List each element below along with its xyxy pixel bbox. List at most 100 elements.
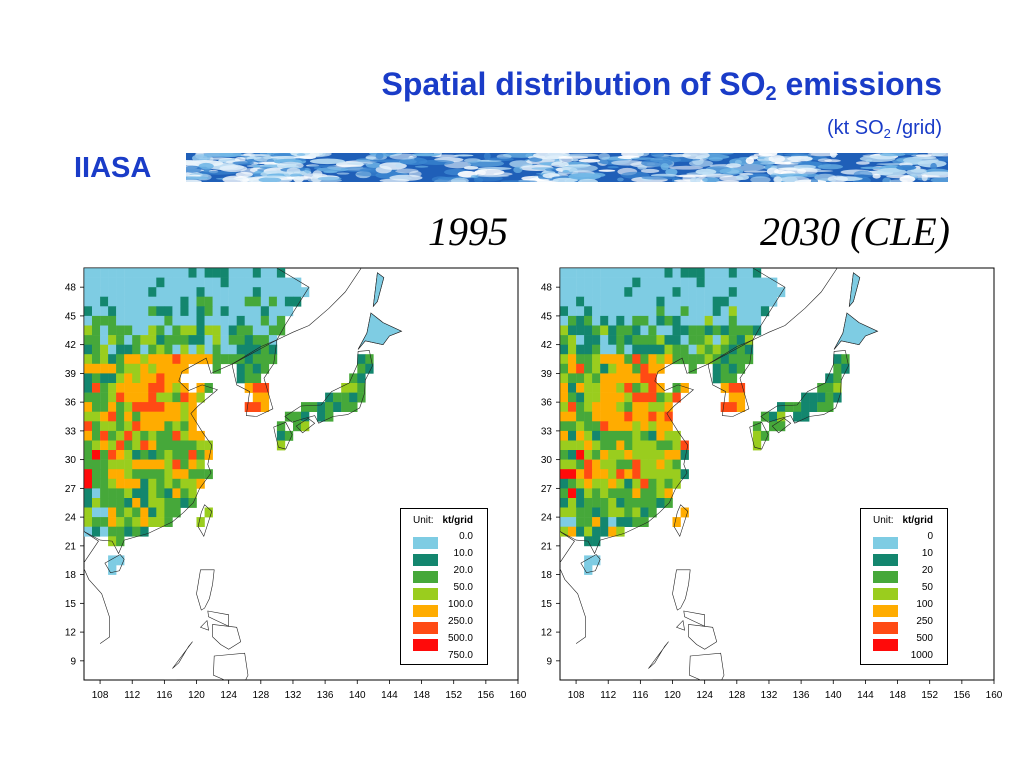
grid-cell — [180, 277, 189, 288]
grid-cell — [576, 383, 585, 393]
grid-cell — [760, 277, 770, 288]
grid-cell — [592, 325, 601, 336]
grid-cell — [560, 498, 569, 508]
grid-cell — [148, 373, 157, 384]
grid-cell — [140, 306, 149, 317]
grid-cell — [664, 440, 673, 451]
grid-cell — [664, 325, 673, 336]
grid-cell — [252, 392, 262, 403]
grid-cell — [260, 392, 270, 403]
grid-cell — [108, 498, 117, 508]
grid-cell — [212, 287, 221, 298]
grid-cell — [172, 430, 181, 441]
grid-cell — [196, 296, 205, 307]
grid-cell — [600, 450, 609, 460]
grid-cell — [648, 268, 657, 278]
grid-cell — [576, 363, 585, 374]
grid-cell — [164, 335, 173, 345]
grid-cell — [244, 306, 253, 317]
grid-cell — [576, 430, 585, 441]
grid-cell — [608, 440, 617, 451]
grid-cell — [140, 392, 149, 403]
grid-cell — [252, 268, 262, 278]
grid-cell — [584, 296, 593, 307]
grid-cell — [84, 325, 93, 336]
grid-cell — [584, 354, 593, 365]
grid-cell — [92, 373, 101, 384]
grid-cell — [325, 402, 334, 412]
grid-cell — [212, 363, 221, 374]
grid-cell — [357, 392, 366, 403]
grid-cell — [116, 555, 125, 566]
grid-cell — [92, 402, 101, 412]
banner-texture — [186, 153, 948, 182]
legend-1995: Unit: kt/grid 0.0 10.0 20.0 50.0 100.0 250.0 5… — [400, 508, 488, 665]
grid-cell — [212, 335, 221, 345]
grid-cell — [656, 325, 665, 336]
coastline — [104, 554, 125, 574]
grid-cell — [656, 430, 665, 441]
grid-cell — [648, 430, 657, 441]
grid-cell — [640, 517, 649, 527]
grid-cell — [188, 450, 197, 460]
grid-cell — [584, 373, 593, 384]
grid-cell — [592, 478, 601, 489]
grid-cell — [608, 296, 617, 307]
grid-cell — [140, 402, 149, 412]
grid-cell — [365, 363, 374, 374]
grid-cell — [833, 373, 842, 384]
grid-cell — [148, 450, 157, 460]
grid-cell — [688, 296, 697, 307]
grid-cell — [84, 430, 93, 441]
grid-cell — [600, 268, 609, 278]
grid-cell — [616, 430, 625, 441]
grid-cell — [592, 306, 601, 317]
grid-cell — [100, 411, 109, 422]
x-tick-label: 132 — [285, 690, 302, 701]
grid-cell — [624, 507, 633, 518]
grid-cell — [648, 507, 657, 518]
grid-cell — [260, 402, 270, 412]
grid-cell — [760, 296, 770, 307]
grid-cell — [656, 488, 665, 499]
grid-cell — [576, 488, 585, 499]
grid-cell — [560, 526, 569, 537]
grid-cell — [116, 402, 125, 412]
grid-cell — [672, 287, 681, 298]
grid-cell — [616, 354, 625, 365]
grid-cell — [560, 287, 569, 298]
emission-grid-cells — [84, 268, 374, 575]
grid-cell — [760, 430, 770, 441]
grid-cell — [172, 440, 181, 451]
grid-cell — [632, 287, 641, 298]
grid-cell — [301, 411, 310, 422]
grid-cell — [560, 354, 569, 365]
grid-cell — [252, 306, 262, 317]
grid-cell — [132, 373, 141, 384]
grid-cell — [608, 507, 617, 518]
grid-cell — [228, 287, 237, 298]
grid-cell — [132, 421, 141, 432]
grid-cell — [584, 287, 593, 298]
grid-cell — [696, 277, 705, 288]
grid-cell — [172, 373, 181, 384]
grid-cell — [164, 373, 173, 384]
grid-cell — [180, 498, 189, 508]
grid-cell — [560, 430, 569, 441]
grid-cell — [260, 325, 270, 336]
grid-cell — [640, 488, 649, 499]
grid-cell — [124, 459, 133, 470]
legend-swatch — [413, 571, 438, 583]
grid-cell — [801, 402, 810, 412]
grid-cell — [632, 478, 641, 489]
grid-cell — [640, 507, 649, 518]
grid-cell — [92, 459, 101, 470]
grid-cell — [156, 306, 165, 317]
grid-cell — [116, 421, 125, 432]
grid-cell — [769, 296, 778, 307]
grid-cell — [664, 478, 673, 489]
grid-cell — [341, 402, 350, 412]
legend-value: 0 — [927, 531, 933, 542]
grid-cell — [616, 306, 625, 317]
grid-cell — [236, 277, 245, 288]
